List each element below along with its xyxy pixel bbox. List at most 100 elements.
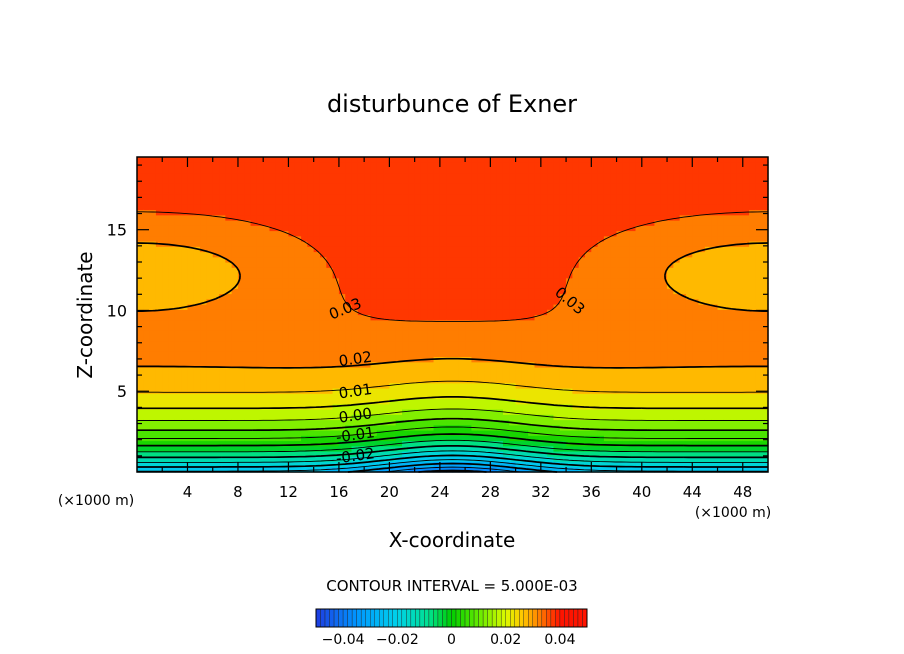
field-cell xyxy=(629,319,637,326)
field-cell xyxy=(427,393,435,400)
field-cell xyxy=(515,157,523,163)
field-cell xyxy=(193,419,201,426)
field-cell xyxy=(174,451,182,457)
field-cell xyxy=(326,382,334,389)
field-cell xyxy=(471,330,479,337)
field-cell xyxy=(364,214,372,221)
field-cell xyxy=(515,267,523,274)
field-cell xyxy=(559,267,567,274)
field-cell xyxy=(187,445,195,452)
field-cell xyxy=(244,167,252,174)
field-cell xyxy=(509,157,517,163)
field-cell xyxy=(427,403,435,410)
field-cell xyxy=(162,440,170,447)
field-cell xyxy=(319,398,327,405)
field-cell xyxy=(534,246,542,253)
field-cell xyxy=(572,325,580,331)
field-cell xyxy=(528,272,536,279)
field-cell xyxy=(338,367,346,373)
field-cell xyxy=(484,377,491,384)
field-cell xyxy=(395,193,403,200)
field-cell xyxy=(578,188,586,195)
field-cell xyxy=(351,272,359,279)
field-cell xyxy=(301,246,308,253)
field-cell xyxy=(389,309,397,316)
field-cell xyxy=(313,335,321,342)
field-cell xyxy=(219,277,226,284)
field-cell xyxy=(616,188,624,195)
field-cell xyxy=(269,346,277,352)
field-cell xyxy=(275,241,283,247)
field-cell xyxy=(364,167,372,174)
field-cell xyxy=(660,419,668,426)
field-cell xyxy=(439,325,447,331)
field-cell xyxy=(357,414,365,421)
field-cell xyxy=(559,167,567,174)
field-cell xyxy=(484,188,491,195)
field-cell xyxy=(547,183,555,190)
field-cell xyxy=(635,314,643,321)
field-cell xyxy=(263,298,271,305)
field-cell xyxy=(212,188,220,195)
field-cell xyxy=(357,209,365,216)
field-cell xyxy=(376,193,384,200)
field-cell xyxy=(168,335,176,342)
field-cell xyxy=(212,162,220,169)
field-cell xyxy=(275,461,283,468)
field-cell xyxy=(168,256,176,263)
field-cell xyxy=(566,319,573,326)
field-cell xyxy=(143,382,151,389)
field-cell xyxy=(244,304,252,310)
field-cell xyxy=(395,199,403,205)
field-cell xyxy=(597,356,605,363)
field-cell xyxy=(578,372,586,379)
field-cell xyxy=(256,330,264,337)
field-cell xyxy=(338,409,346,415)
field-cell xyxy=(402,199,409,205)
field-cell xyxy=(193,372,201,379)
field-cell xyxy=(256,204,264,211)
field-cell xyxy=(566,419,573,426)
field-cell xyxy=(389,188,397,195)
field-cell xyxy=(477,225,485,232)
field-cell xyxy=(206,382,214,389)
field-cell xyxy=(427,183,435,190)
field-cell xyxy=(465,466,473,473)
field-cell xyxy=(137,309,144,316)
field-cell xyxy=(635,256,643,263)
field-cell xyxy=(326,183,334,190)
field-cell xyxy=(250,403,258,410)
field-cell xyxy=(149,188,157,195)
field-cell xyxy=(370,251,378,258)
field-cell xyxy=(553,267,561,274)
field-cell xyxy=(591,430,599,436)
field-cell xyxy=(465,414,473,421)
field-cell xyxy=(502,388,510,394)
field-cell xyxy=(496,246,504,253)
field-cell xyxy=(446,277,454,284)
field-cell xyxy=(237,251,245,258)
field-cell xyxy=(326,172,334,179)
field-cell xyxy=(414,340,422,347)
field-cell xyxy=(237,288,245,295)
field-cell xyxy=(439,267,447,274)
field-cell xyxy=(250,314,258,321)
field-cell xyxy=(313,178,321,184)
field-cell xyxy=(219,361,226,368)
field-cell xyxy=(458,251,466,258)
field-cell xyxy=(155,246,163,253)
field-cell xyxy=(332,272,340,279)
field-cell xyxy=(528,435,536,442)
field-cell xyxy=(332,388,340,394)
field-cell xyxy=(648,241,656,247)
field-cell xyxy=(364,346,372,352)
field-cell xyxy=(269,356,277,363)
field-cell xyxy=(364,178,372,184)
field-cell xyxy=(250,356,258,363)
field-cell xyxy=(660,382,668,389)
field-cell xyxy=(528,393,536,400)
field-cell xyxy=(256,277,264,284)
field-cell xyxy=(237,430,245,436)
field-cell xyxy=(528,403,536,410)
field-cell xyxy=(591,172,599,179)
